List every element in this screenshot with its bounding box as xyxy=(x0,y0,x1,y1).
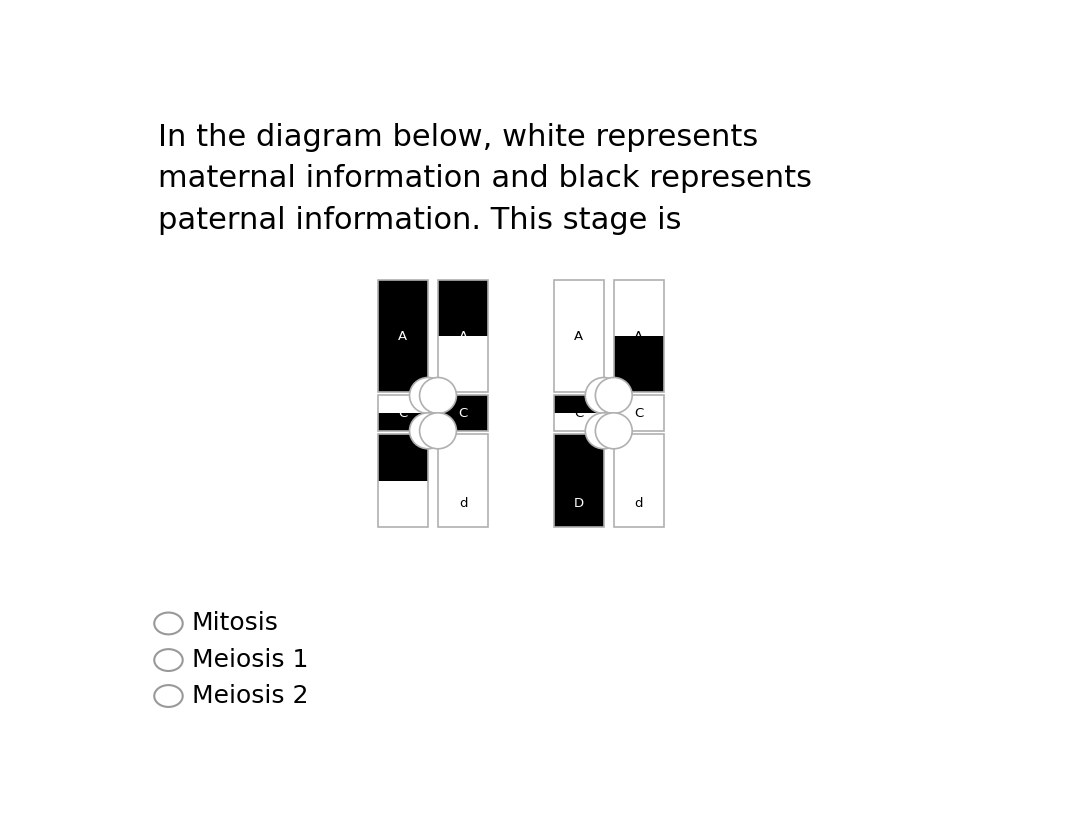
Bar xyxy=(438,336,488,392)
Text: d: d xyxy=(635,497,643,510)
Text: A: A xyxy=(399,329,407,343)
Bar xyxy=(378,413,428,431)
Bar xyxy=(378,395,428,431)
Text: C: C xyxy=(399,407,407,420)
Text: D: D xyxy=(397,497,408,510)
Bar xyxy=(613,280,664,336)
Text: d: d xyxy=(459,497,468,510)
Ellipse shape xyxy=(585,413,622,449)
Text: In the diagram below, white represents
maternal information and black represents: In the diagram below, white represents m… xyxy=(159,123,812,235)
Text: Meiosis 2: Meiosis 2 xyxy=(192,684,309,708)
Text: A: A xyxy=(459,329,468,343)
Ellipse shape xyxy=(419,378,457,414)
Bar xyxy=(554,413,604,431)
Bar xyxy=(378,480,428,527)
Text: A: A xyxy=(575,329,583,343)
Ellipse shape xyxy=(595,378,632,414)
Bar xyxy=(613,434,664,527)
Ellipse shape xyxy=(419,413,457,449)
Text: Mitosis: Mitosis xyxy=(192,611,279,636)
Bar xyxy=(554,434,604,527)
Bar xyxy=(613,395,664,431)
Bar xyxy=(438,434,488,527)
Bar xyxy=(378,395,428,413)
Bar xyxy=(438,280,488,336)
Text: C: C xyxy=(459,407,468,420)
Bar xyxy=(554,395,604,413)
Bar xyxy=(438,395,488,431)
Text: A: A xyxy=(634,329,644,343)
Ellipse shape xyxy=(409,378,446,414)
Bar xyxy=(613,395,664,431)
Bar xyxy=(613,434,664,527)
Bar xyxy=(378,434,428,480)
Bar xyxy=(554,280,604,392)
Bar xyxy=(613,336,664,392)
Bar xyxy=(378,280,428,392)
Ellipse shape xyxy=(409,413,446,449)
Bar xyxy=(378,280,428,392)
Ellipse shape xyxy=(595,413,632,449)
Bar xyxy=(378,434,428,527)
Bar xyxy=(438,434,488,527)
Bar xyxy=(554,434,604,527)
Bar xyxy=(554,395,604,431)
Text: D: D xyxy=(573,497,583,510)
Bar xyxy=(438,280,488,392)
Text: Meiosis 1: Meiosis 1 xyxy=(192,648,308,672)
Ellipse shape xyxy=(585,378,622,414)
Bar xyxy=(613,280,664,392)
Text: C: C xyxy=(573,407,583,420)
Text: C: C xyxy=(634,407,644,420)
Bar xyxy=(554,280,604,392)
Bar xyxy=(438,395,488,431)
